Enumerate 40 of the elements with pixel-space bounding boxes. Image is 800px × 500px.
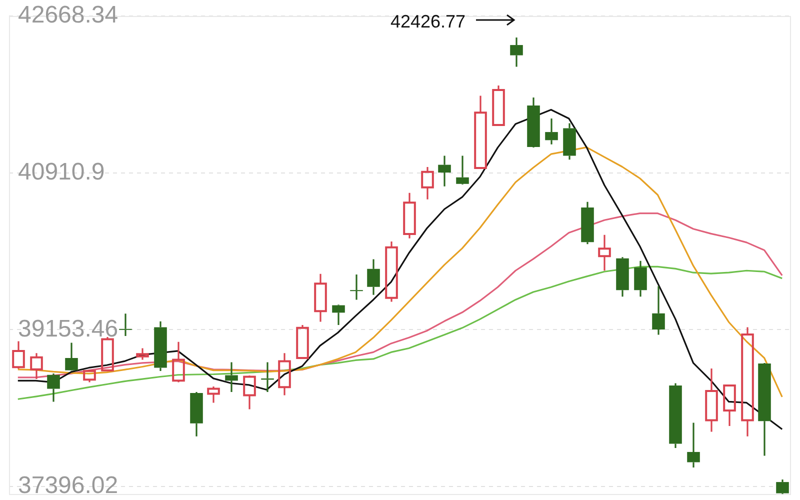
candlestick — [47, 372, 60, 403]
candlestick — [190, 391, 203, 438]
candlestick — [474, 95, 487, 170]
candlestick — [634, 260, 647, 298]
candlestick — [314, 273, 327, 323]
candlestick — [421, 166, 434, 200]
candlestick — [563, 122, 576, 160]
candlestick — [65, 342, 78, 370]
candlestick — [581, 201, 594, 245]
candlestick — [705, 368, 718, 433]
candlestick — [350, 274, 363, 301]
candlestick — [652, 285, 665, 336]
candlestick — [367, 258, 380, 296]
y-tick-label: 39153.46 — [18, 315, 118, 342]
candlestick — [403, 192, 416, 240]
candlestick — [243, 374, 256, 410]
candlestick — [669, 382, 682, 449]
candlestick — [225, 361, 238, 393]
candlestick — [136, 347, 149, 360]
candlestick — [527, 96, 540, 148]
candlestick — [510, 36, 523, 68]
candlestick — [687, 422, 700, 468]
candlestick — [545, 118, 558, 146]
annotation: 42426.77 — [390, 12, 466, 32]
candlestick — [119, 312, 132, 337]
candlestick — [278, 352, 291, 396]
candlestick — [172, 341, 185, 384]
candlestick — [385, 240, 398, 302]
candlestick — [30, 352, 43, 380]
y-tick-label: 40910.9 — [18, 158, 105, 186]
y-tick-label: 42668.34 — [18, 2, 118, 29]
candlestick — [741, 326, 754, 438]
candlestick — [438, 154, 451, 188]
candlestick — [207, 386, 220, 404]
candlestick — [598, 234, 611, 272]
candlestick — [12, 340, 25, 370]
candlestick — [723, 384, 736, 427]
y-tick-label: 37396.02 — [18, 472, 118, 500]
candlestick — [616, 256, 629, 298]
candlestick — [154, 320, 167, 372]
